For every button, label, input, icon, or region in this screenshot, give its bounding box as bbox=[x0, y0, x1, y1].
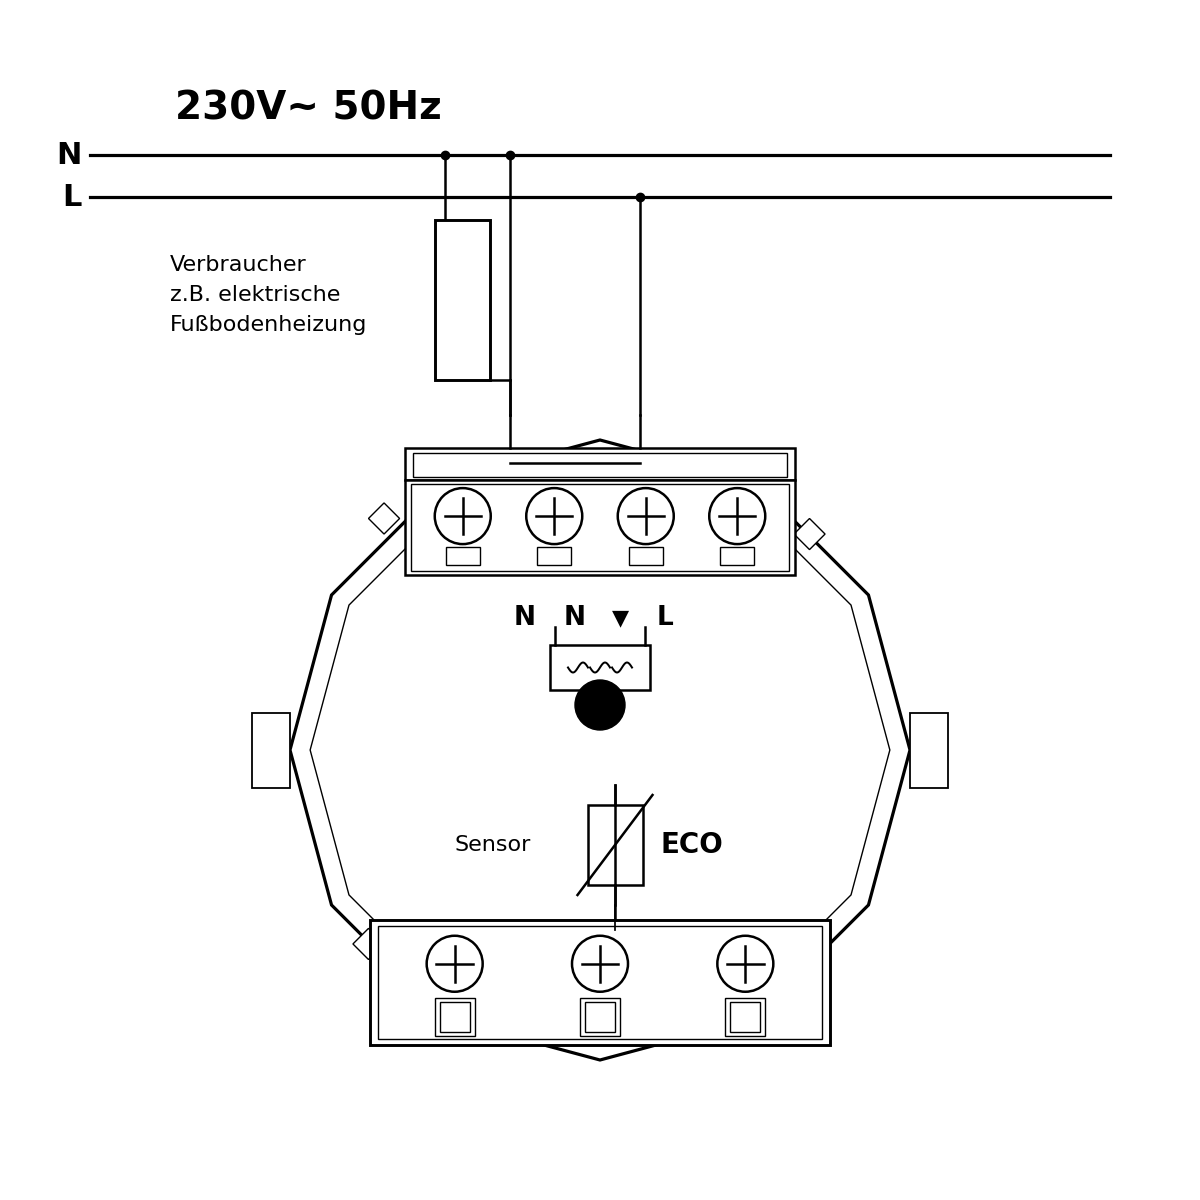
Text: ECO: ECO bbox=[660, 830, 724, 859]
Circle shape bbox=[434, 488, 491, 544]
Text: N: N bbox=[56, 140, 82, 169]
Circle shape bbox=[709, 488, 766, 544]
Bar bbox=[580, 997, 620, 1036]
Bar bbox=[538, 547, 571, 565]
Text: 230V~ 50Hz: 230V~ 50Hz bbox=[175, 89, 442, 127]
Text: Sensor: Sensor bbox=[455, 835, 532, 854]
Bar bbox=[779, 944, 810, 976]
Text: Verbraucher
z.B. elektrische
Fußbodenheizung: Verbraucher z.B. elektrische Fußbodenhei… bbox=[170, 256, 367, 335]
Bar bbox=[406, 448, 796, 480]
Bar bbox=[406, 480, 796, 575]
Bar bbox=[629, 547, 662, 565]
Text: L: L bbox=[656, 605, 673, 631]
Bar bbox=[794, 518, 826, 550]
Bar bbox=[439, 1002, 469, 1032]
Polygon shape bbox=[290, 440, 910, 1060]
Bar bbox=[252, 713, 290, 787]
Circle shape bbox=[618, 488, 673, 544]
Text: L: L bbox=[62, 182, 82, 211]
Bar bbox=[588, 805, 642, 886]
Circle shape bbox=[572, 936, 628, 991]
Bar bbox=[586, 1002, 616, 1032]
Text: ▼: ▼ bbox=[612, 608, 629, 628]
Bar bbox=[353, 929, 384, 960]
Bar bbox=[445, 547, 480, 565]
Circle shape bbox=[718, 936, 773, 991]
Circle shape bbox=[427, 936, 482, 991]
Bar bbox=[378, 926, 822, 1039]
Circle shape bbox=[575, 680, 625, 730]
Bar bbox=[436, 220, 490, 380]
Bar bbox=[910, 713, 948, 787]
Bar bbox=[413, 452, 787, 476]
Bar bbox=[370, 920, 830, 1045]
Bar bbox=[725, 997, 766, 1036]
Bar bbox=[410, 484, 790, 571]
Bar bbox=[720, 547, 755, 565]
Bar bbox=[731, 1002, 761, 1032]
Bar bbox=[550, 646, 650, 690]
Bar bbox=[434, 997, 475, 1036]
Text: N: N bbox=[514, 605, 536, 631]
Bar bbox=[368, 503, 400, 534]
Text: N: N bbox=[564, 605, 586, 631]
Circle shape bbox=[527, 488, 582, 544]
